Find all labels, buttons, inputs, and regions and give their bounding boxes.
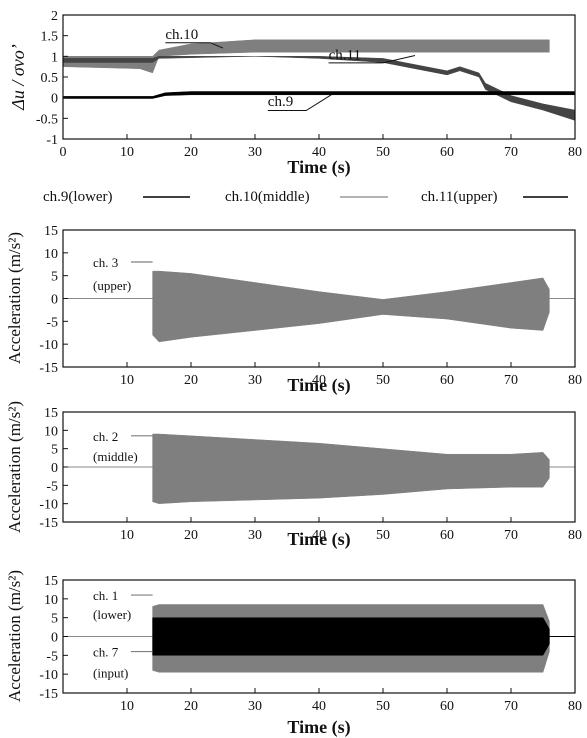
y-tick-label: 0.5	[41, 71, 59, 86]
x-tick-label: 30	[248, 145, 262, 160]
series-ch3-band	[152, 270, 550, 343]
y-tick-label: 1.5	[41, 30, 59, 45]
y-tick-label: 5	[51, 612, 58, 627]
x-tick-label: 70	[504, 699, 518, 714]
y-tick-label: 15	[44, 574, 58, 589]
x-axis-label: Time (s)	[287, 717, 350, 738]
channel-label: (upper)	[93, 278, 131, 293]
x-tick-label: 10	[120, 145, 134, 160]
y-tick-label: 15	[44, 224, 58, 239]
y-tick-label: -5	[46, 649, 58, 664]
y-tick-label: 2	[51, 9, 58, 24]
y-axis-label: Acceleration (m/s²)	[5, 401, 24, 533]
x-tick-label: 40	[312, 373, 326, 388]
x-tick-label: 0	[60, 145, 67, 160]
channel-label: (middle)	[93, 449, 138, 464]
x-tick-label: 60	[440, 145, 454, 160]
y-tick-label: 0	[51, 461, 58, 476]
x-axis-label: Time (s)	[287, 375, 350, 396]
y-tick-label: -5	[46, 315, 58, 330]
x-tick-label: 30	[248, 699, 262, 714]
x-tick-label: 50	[376, 145, 390, 160]
y-tick-label: 1	[51, 50, 58, 65]
x-axis-label: Time (s)	[287, 529, 350, 550]
x-axis-label: Time (s)	[287, 157, 350, 178]
annotation-leader-line	[267, 93, 333, 111]
y-tick-label: -15	[39, 516, 58, 531]
y-tick-label: -10	[39, 338, 58, 353]
x-tick-label: 40	[312, 699, 326, 714]
annotation-leader-line	[165, 42, 224, 49]
x-tick-label: 20	[184, 699, 198, 714]
x-tick-label: 50	[376, 373, 390, 388]
x-tick-label: 50	[376, 699, 390, 714]
x-tick-label: 40	[312, 528, 326, 543]
x-tick-label: 60	[440, 699, 454, 714]
y-tick-label: -0.5	[36, 112, 58, 127]
y-tick-label: 0	[51, 92, 58, 107]
channel-label: (input)	[93, 665, 128, 680]
series-annotation: ch.10	[165, 27, 198, 43]
x-tick-label: 50	[376, 528, 390, 543]
y-tick-label: 10	[44, 247, 58, 262]
chart-legend: ch.9(lower) ch.10(middle) ch.11(upper)	[43, 189, 568, 205]
x-tick-label: 60	[440, 528, 454, 543]
x-tick-label: 20	[184, 145, 198, 160]
y-tick-label: -15	[39, 687, 58, 702]
acceleration-lower-chart: 10 20 30 40 50 60 70 80 -15 -10 -5 0 5 10 15 Accelerat…	[5, 570, 582, 738]
channel-label: ch. 2	[93, 429, 118, 444]
plot-frame	[62, 14, 576, 140]
legend-label-ch9: ch.9(lower)	[43, 189, 113, 205]
x-tick-label: 80	[568, 699, 582, 714]
y-tick-label: 15	[44, 406, 58, 421]
x-tick-label: 80	[568, 145, 582, 160]
channel-label: ch. 7	[93, 645, 119, 660]
y-tick-label: 5	[51, 443, 58, 458]
x-tick-label: 70	[504, 145, 518, 160]
series-ch7-band	[152, 617, 550, 656]
legend-label-ch10: ch.10(middle)	[225, 189, 310, 205]
channel-label: (lower)	[93, 607, 131, 622]
x-tick-label: 40	[312, 145, 326, 160]
x-tick-label: 80	[568, 528, 582, 543]
x-tick-label: 30	[248, 528, 262, 543]
series-ch9-band	[62, 91, 576, 99]
y-tick-label: 0	[51, 293, 58, 308]
x-tick-label: 30	[248, 373, 262, 388]
series-ch2-band	[152, 433, 550, 504]
series-annotation: ch.11	[329, 48, 361, 64]
acceleration-upper-chart: 10 20 30 40 50 60 70 80 -15 -10 -5 0 5 10 15 Accelerat…	[5, 224, 582, 396]
x-tick-label: 60	[440, 373, 454, 388]
y-tick-label: 0	[51, 631, 58, 646]
y-axis-label: Δu / σvo’	[8, 44, 28, 110]
y-tick-label: -1	[46, 133, 58, 148]
acceleration-middle-chart: 10 20 30 40 50 60 70 80 -15 -10 -5 0 5 10 15 Accelerat…	[5, 401, 582, 550]
y-tick-label: -15	[39, 361, 58, 376]
y-tick-label: -10	[39, 498, 58, 513]
x-tick-label: 70	[504, 528, 518, 543]
series-annotation: ch.9	[268, 94, 293, 110]
annotation-leader-line	[328, 55, 416, 64]
y-tick-label: -10	[39, 668, 58, 683]
pore-pressure-chart: 0 10 20 30 40 50 60 70 80 -1 -0.5 0 0.5 1 1.5 2 Δu / σv…	[8, 9, 582, 178]
x-tick-label: 10	[120, 373, 134, 388]
channel-label: ch. 1	[93, 588, 118, 603]
y-axis-label: Acceleration (m/s²)	[5, 570, 24, 702]
x-tick-label: 70	[504, 373, 518, 388]
y-tick-label: 10	[44, 593, 58, 608]
x-tick-label: 80	[568, 373, 582, 388]
legend-label-ch11: ch.11(upper)	[421, 189, 498, 205]
x-tick-label: 20	[184, 528, 198, 543]
x-tick-label: 10	[120, 699, 134, 714]
y-tick-label: 5	[51, 270, 58, 285]
channel-label: ch. 3	[93, 255, 118, 270]
y-axis-label: Acceleration (m/s²)	[5, 232, 24, 364]
x-tick-label: 10	[120, 528, 134, 543]
y-tick-label: 10	[44, 424, 58, 439]
y-tick-label: -5	[46, 479, 58, 494]
x-tick-label: 20	[184, 373, 198, 388]
